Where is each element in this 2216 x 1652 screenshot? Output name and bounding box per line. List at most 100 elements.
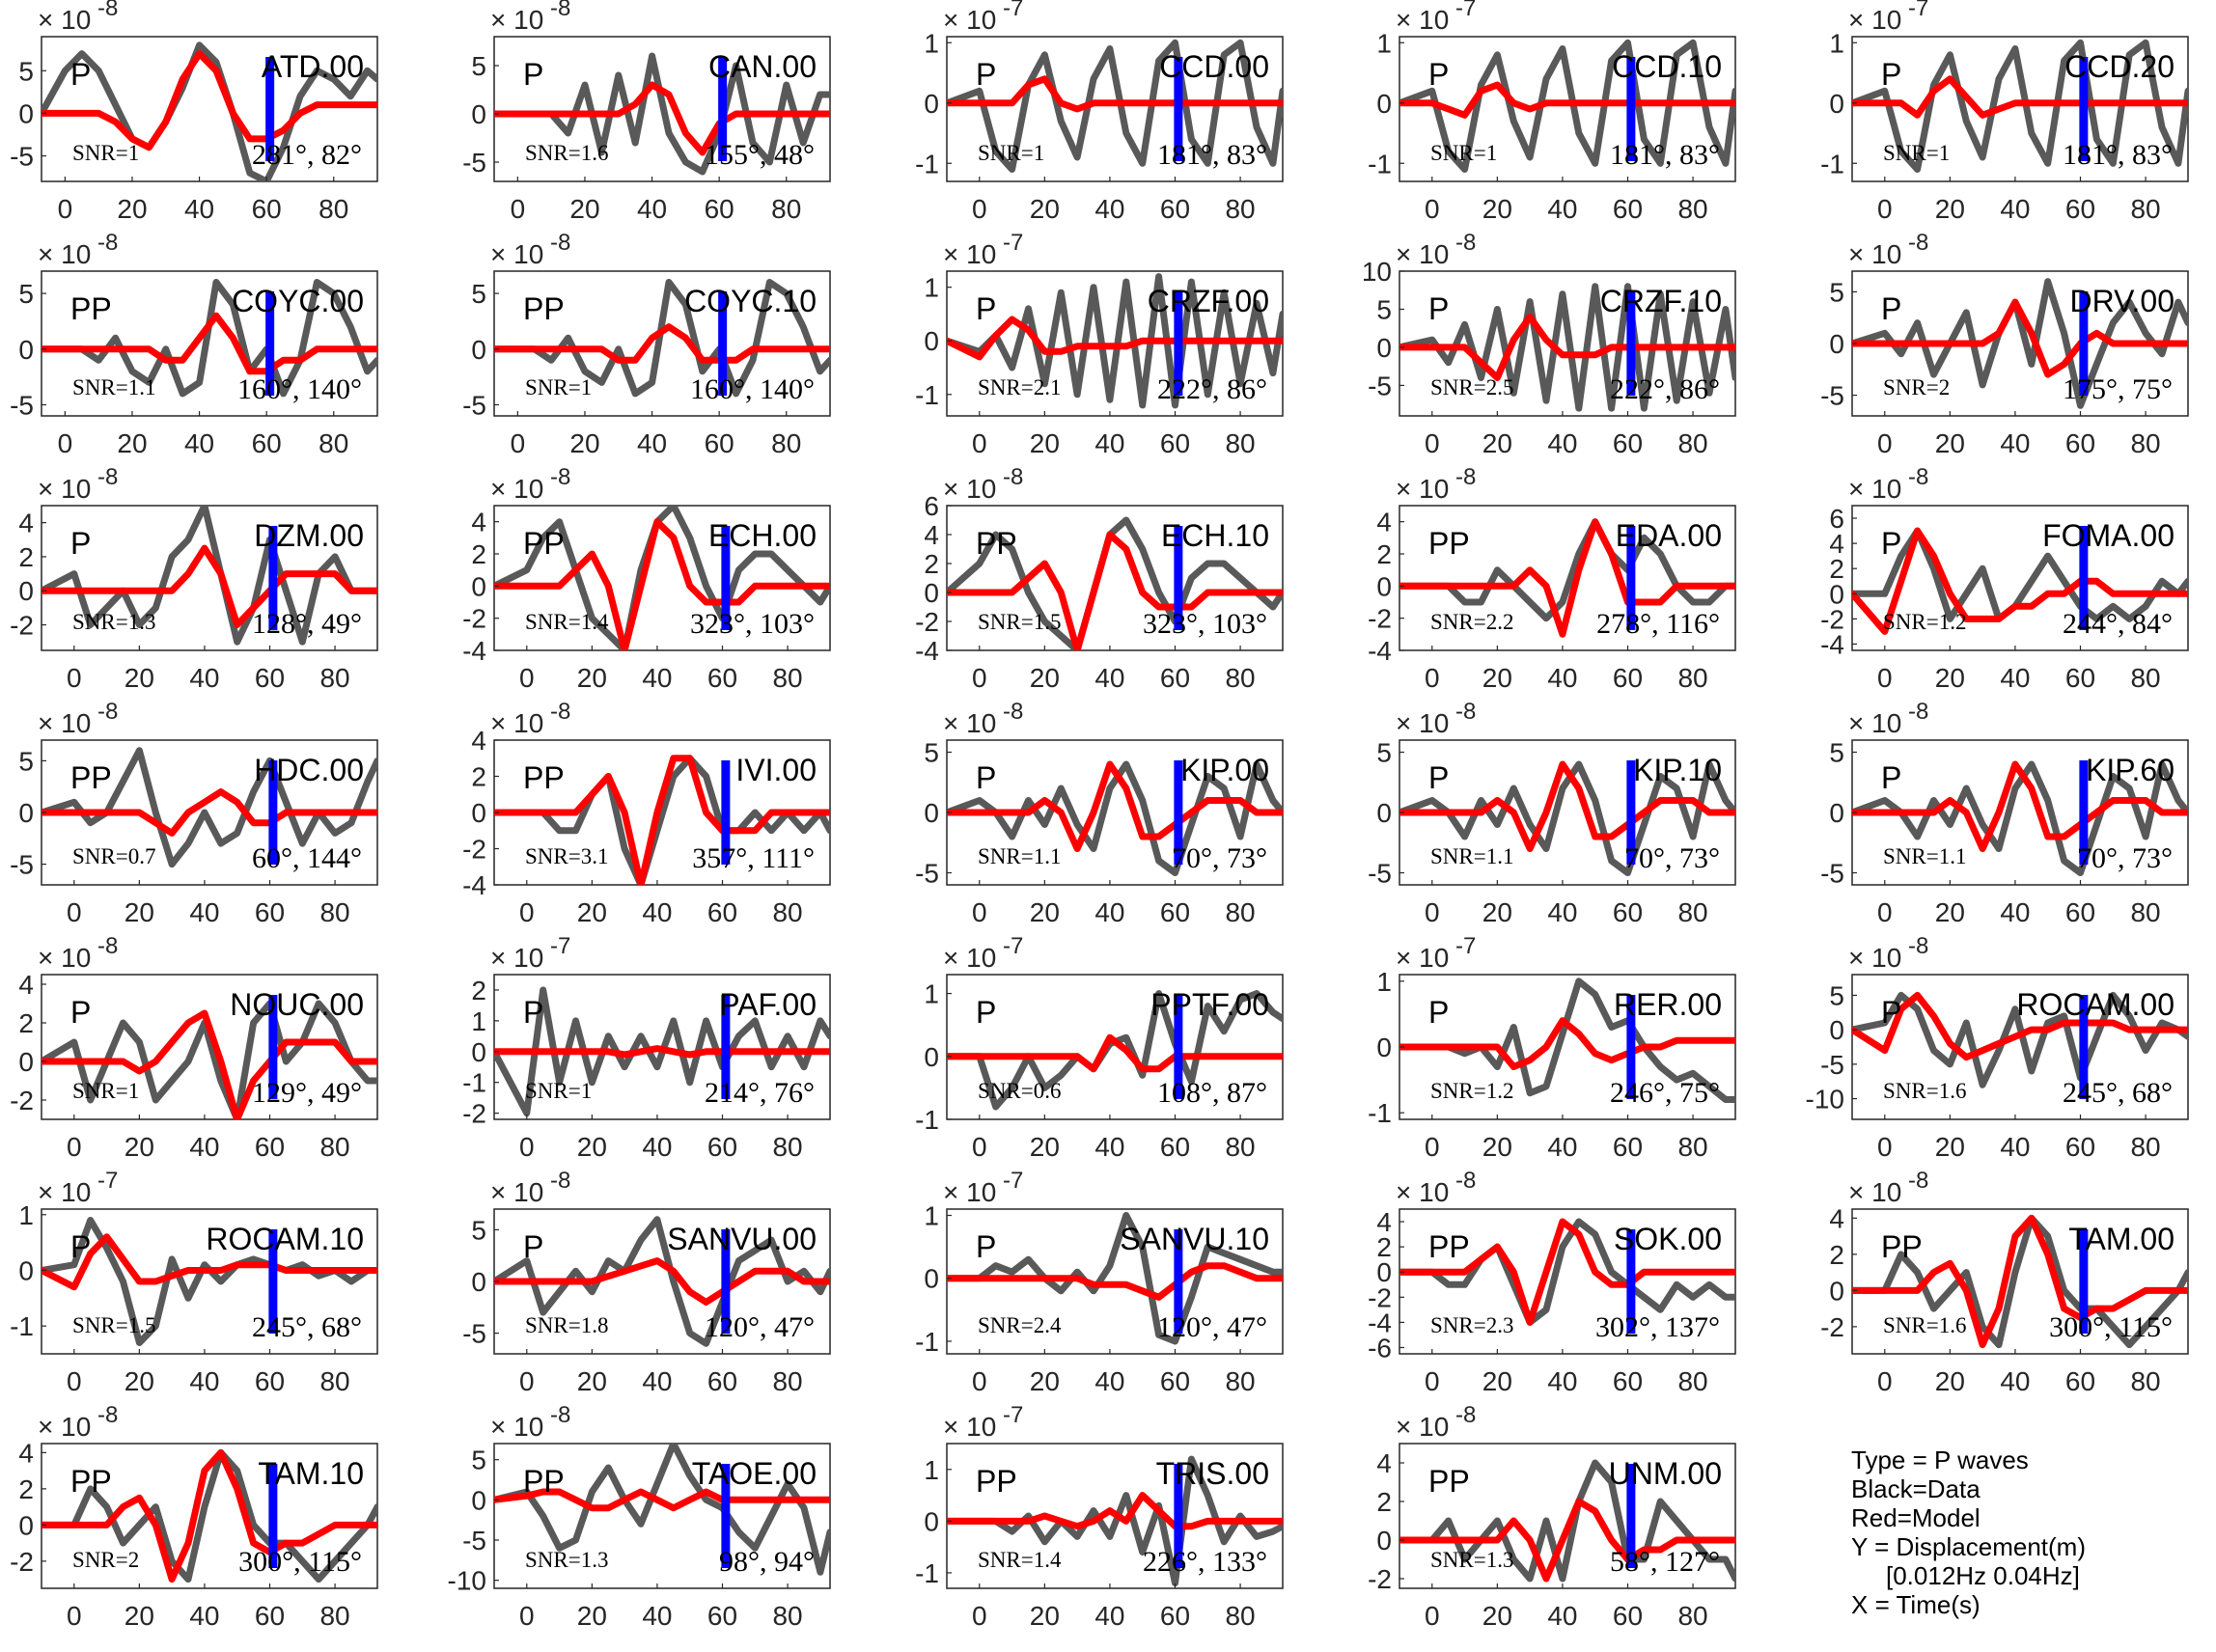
y-tick-label: 1 [1376, 28, 1392, 58]
y-tick-label: 0 [924, 1042, 939, 1072]
station-label: PPTF.00 [1150, 987, 1269, 1022]
y-tick-label: -5 [462, 1319, 486, 1349]
station-label: ECH.10 [1161, 518, 1269, 553]
x-tick-label: 80 [1225, 1601, 1255, 1631]
axes-box [493, 505, 831, 651]
x-tick-label: 60 [2065, 1366, 2095, 1396]
x-tick-label: 60 [1613, 1366, 1643, 1396]
station-label: COYC.00 [232, 284, 364, 318]
y-tick-label: -2 [10, 611, 34, 641]
model-trace [494, 323, 830, 364]
phase-label: P [523, 57, 543, 92]
azimuth-label: 302°, 137° [1595, 1311, 1720, 1343]
panel-ccd-10: 0 20 40 60 80 1 0 -1 × 10 -7 P CCD.10 SNR=1 181°, 83… [1368, 0, 1736, 224]
plot-area [1399, 977, 1735, 1103]
x-tick-label: 0 [972, 1366, 987, 1396]
y-tick-label: 2 [1376, 539, 1392, 569]
x-tick-label: 60 [1613, 1601, 1643, 1631]
x-tick-label: 0 [972, 1601, 987, 1631]
x-tick-label: 20 [1482, 1132, 1512, 1162]
model-trace [1852, 991, 2188, 1061]
x-tick-label: 0 [511, 194, 526, 224]
x-tick-label: 40 [1094, 194, 1124, 224]
y-tick-label: -5 [915, 859, 939, 889]
y-tick-label: 0 [471, 798, 486, 828]
data-trace [1399, 1218, 1735, 1326]
data-trace [1399, 39, 1735, 173]
axes-box [41, 505, 378, 651]
data-trace [42, 279, 377, 398]
y-tick-label: -1 [915, 1327, 939, 1357]
data-trace [947, 990, 1283, 1111]
model-trace [1399, 313, 1735, 381]
y-exponent: × 10 -7 [943, 1402, 1023, 1442]
x-tick-label: 60 [707, 1366, 737, 1396]
x-tick-label: 40 [2000, 1366, 2030, 1396]
x-tick-label: 0 [1877, 1366, 1893, 1396]
y-tick-label: 2 [471, 539, 486, 569]
model-trace [494, 1488, 830, 1512]
y-tick-label: 1 [18, 1200, 34, 1230]
x-tick-label: 0 [1877, 194, 1893, 224]
y-exponent-power: -8 [1901, 464, 1928, 490]
station-label: SOK.00 [1614, 1222, 1722, 1256]
data-trace [494, 755, 830, 885]
y-exponent-power: -8 [1449, 1168, 1476, 1194]
model-trace [494, 755, 830, 885]
y-tick-label: -1 [915, 1558, 939, 1588]
azimuth-label: 98°, 94° [719, 1546, 815, 1578]
snr-label: SNR=1 [1430, 141, 1497, 165]
y-exponent-power: -8 [91, 933, 118, 959]
x-tick-label: 80 [2130, 1132, 2160, 1162]
plot-area [42, 506, 377, 646]
plot-area [494, 986, 830, 1117]
y-tick-label: 0 [471, 99, 486, 129]
y-exponent: × 10 -7 [1396, 0, 1476, 35]
plot-area [1852, 39, 2188, 173]
model-trace [947, 1262, 1283, 1301]
azimuth-label: 181°, 83° [2063, 139, 2173, 171]
snr-label: SNR=1 [525, 375, 592, 399]
y-tick-label: 4 [1376, 1448, 1392, 1478]
x-tick-label: 80 [2130, 1366, 2160, 1396]
y-exponent: × 10 -8 [38, 0, 118, 35]
x-tick-label: 20 [1482, 1366, 1512, 1396]
legend-model: Red=Model [1851, 1503, 1981, 1532]
x-tick-label: 20 [569, 194, 599, 224]
axes-box [1399, 1443, 1736, 1589]
y-tick-label: 0 [1829, 798, 1844, 828]
y-tick-label: 0 [924, 326, 939, 356]
x-tick-label: 0 [1425, 194, 1440, 224]
y-exponent-power: -8 [543, 1168, 570, 1194]
plot-area [42, 747, 377, 868]
x-tick-label: 40 [1094, 663, 1124, 693]
x-tick-label: 20 [577, 1132, 607, 1162]
y-tick-label: 1 [924, 1201, 939, 1231]
phase-label: P [1428, 995, 1449, 1030]
x-tick-label: 0 [58, 194, 73, 224]
y-exponent: × 10 -8 [38, 230, 118, 269]
axes-box [1851, 1208, 2189, 1355]
panel-kip-60: 0 20 40 60 80 5 0 -5 × 10 -8 P KIP.60 SNR=1.1 70°, 7… [1820, 699, 2189, 927]
phase-label: P [1428, 760, 1449, 795]
y-tick-label: -5 [1368, 371, 1392, 400]
azimuth-label: 58°, 127° [1610, 1546, 1720, 1578]
phase-label: PP [523, 1464, 565, 1499]
x-tick-label: 60 [707, 663, 737, 693]
y-exponent-power: -8 [91, 1402, 118, 1428]
y-tick-label: 0 [1829, 329, 1844, 359]
station-label: COYC.10 [684, 284, 817, 318]
x-tick-label: 60 [2065, 428, 2095, 458]
y-tick-label: -2 [10, 1547, 34, 1577]
plot-area [42, 279, 377, 398]
plot-area [494, 279, 830, 398]
x-tick-label: 60 [1160, 663, 1190, 693]
axes-box [493, 270, 831, 417]
panel-crzf-10: 0 20 40 60 80 10 5 0 -5 × 10 -8 P CRZF.10 SNR=2.5 222… [1362, 230, 1736, 458]
snr-label: SNR=1.4 [978, 1548, 1062, 1572]
data-trace [947, 516, 1283, 650]
x-tick-label: 20 [117, 194, 147, 224]
station-label: DZM.00 [254, 518, 364, 553]
snr-label: SNR=1 [978, 141, 1044, 165]
azimuth-label: 281°, 82° [252, 139, 362, 171]
